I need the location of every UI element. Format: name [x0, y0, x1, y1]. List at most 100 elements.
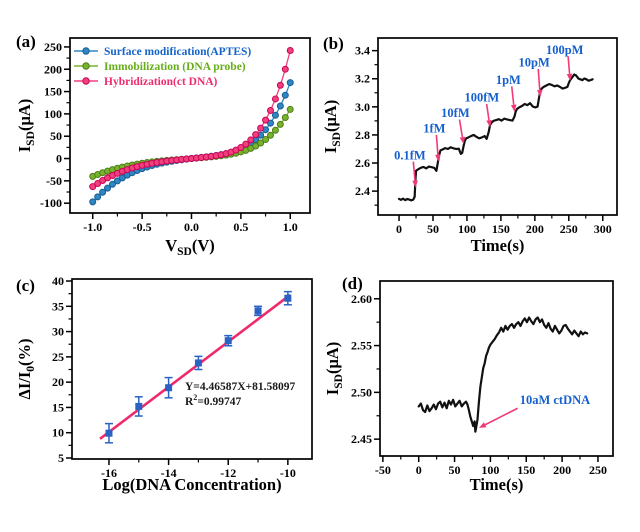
svg-text:2.8: 2.8: [355, 128, 370, 142]
panel-c: (c) -16 -14 -12 -10 Log(DNA Concentration) 5 1…: [0, 266, 320, 532]
svg-text:Log(DNA Concentration): Log(DNA Concentration): [102, 475, 281, 494]
svg-text:Time(s): Time(s): [471, 236, 525, 255]
svg-text:100pM: 100pM: [546, 43, 584, 57]
svg-text:0.0: 0.0: [184, 220, 199, 234]
svg-text:1pM: 1pM: [496, 73, 521, 87]
svg-text:35: 35: [52, 299, 64, 313]
svg-text:10: 10: [52, 426, 64, 440]
svg-text:ISD(μA): ISD(μA): [321, 100, 343, 153]
svg-text:2.55: 2.55: [351, 339, 372, 353]
svg-text:100: 100: [458, 222, 476, 236]
svg-text:2.45: 2.45: [351, 432, 372, 446]
svg-text:200: 200: [526, 222, 544, 236]
panel-b-letter: (b): [323, 34, 344, 53]
svg-text:250: 250: [44, 40, 62, 54]
svg-text:Surface modification(APTES): Surface modification(APTES): [104, 46, 251, 58]
svg-text:150: 150: [492, 222, 510, 236]
x-axis: 0 50 100 150 200 250 300 Time(s): [396, 215, 612, 255]
svg-text:50: 50: [449, 463, 461, 477]
svg-text:Time(s): Time(s): [470, 475, 524, 494]
svg-text:50: 50: [427, 222, 439, 236]
svg-text:-1.0: -1.0: [83, 220, 102, 234]
svg-text:100: 100: [44, 107, 62, 121]
plot-area-a: -1.0 -0.5 0.0 0.5 1.0 VSD(V) -100 -50 0 50 100 150 2…: [15, 37, 311, 258]
plot-area-b: 0 50 100 150 200 250 300 Time(s) 2.4 2.6 2.8 3.0 3.2…: [321, 37, 618, 255]
svg-text:10pM: 10pM: [519, 56, 550, 70]
panel-a-chart-iv-curves: -1.0 -0.5 0.0 0.5 1.0 VSD(V) -100 -50 0 50 100 150 2…: [15, 37, 311, 258]
y-axis: 5 10 15 20 25 30 35 40 ΔI/I0(%): [15, 274, 72, 465]
legend: Surface modification(APTES) Immobilizatio…: [74, 46, 251, 88]
svg-text:1.0: 1.0: [283, 220, 298, 234]
svg-text:200: 200: [553, 463, 571, 477]
panel-a-letter: (a): [16, 32, 36, 51]
svg-text:2.60: 2.60: [351, 292, 372, 306]
svg-text:ISD(μA): ISD(μA): [15, 99, 37, 152]
svg-text:VSD(V): VSD(V): [165, 236, 215, 258]
panel-b: (b) 0 50 100 150 200 250 300 Time(s) 2.4 2.6 2.8 3.…: [320, 0, 640, 266]
svg-text:Hybridization(ct DNA): Hybridization(ct DNA): [104, 76, 218, 88]
svg-text:-12: -12: [220, 466, 236, 480]
svg-text:2.50: 2.50: [351, 385, 372, 399]
svg-text:250: 250: [589, 463, 607, 477]
series-isd-stepwise-response: [397, 73, 594, 202]
panel-c-letter: (c): [16, 276, 35, 295]
svg-text:R2=0.99747: R2=0.99747: [185, 393, 242, 408]
svg-text:0: 0: [396, 222, 402, 236]
panel-d-letter: (d): [342, 274, 363, 293]
panel-a: (a) -1.0 -0.5 0.0 0.5 1.0 VSD(V) -100 -50 0 50 100…: [0, 0, 320, 266]
svg-text:0.5: 0.5: [233, 220, 248, 234]
svg-text:250: 250: [560, 222, 578, 236]
svg-text:3.4: 3.4: [355, 44, 370, 58]
svg-text:Immobilization (DNA probe): Immobilization (DNA probe): [104, 61, 246, 73]
svg-text:-0.5: -0.5: [133, 220, 152, 234]
svg-text:15: 15: [52, 400, 64, 414]
svg-text:-100: -100: [40, 196, 62, 210]
svg-text:10aM ctDNA: 10aM ctDNA: [520, 393, 590, 407]
svg-text:150: 150: [517, 463, 535, 477]
svg-text:Y=4.46587X+81.58097: Y=4.46587X+81.58097: [185, 381, 295, 393]
svg-text:0: 0: [56, 152, 62, 166]
svg-text:-50: -50: [375, 463, 391, 477]
svg-text:40: 40: [52, 274, 64, 288]
x-axis: -50 0 50 100 150 200 250 Time(s): [375, 456, 607, 494]
svg-text:-16: -16: [101, 466, 117, 480]
series-isd-response-to-10am-ctdna: [417, 316, 589, 433]
x-axis: -1.0 -0.5 0.0 0.5 1.0 VSD(V): [83, 213, 298, 258]
panel-b-chart-stepwise-response: 0 50 100 150 200 250 300 Time(s) 2.4 2.6 2.8 3.0 3.2…: [321, 37, 618, 255]
svg-text:25: 25: [52, 350, 64, 364]
series-hybridization-ct-dna-: [89, 47, 294, 191]
svg-text:ΔI/I0(%): ΔI/I0(%): [15, 338, 37, 399]
svg-text:3.2: 3.2: [355, 72, 370, 86]
svg-text:2.6: 2.6: [355, 156, 370, 170]
panel-d-chart-10am-response: -50 0 50 100 150 200 250 Time(s) 2.45 2.50 2.55 2.6…: [323, 280, 614, 494]
svg-text:-50: -50: [46, 174, 62, 188]
svg-text:50: 50: [50, 129, 62, 143]
svg-text:150: 150: [44, 85, 62, 99]
svg-text:2.4: 2.4: [355, 184, 370, 198]
svg-text:100: 100: [481, 463, 499, 477]
svg-text:3.0: 3.0: [355, 100, 370, 114]
svg-text:100fM: 100fM: [465, 91, 500, 105]
svg-text:20: 20: [52, 375, 64, 389]
svg-text:ISD(μA): ISD(μA): [323, 342, 345, 395]
y-axis: 2.45 2.50 2.55 2.60 ISD(μA): [323, 292, 380, 446]
series--i-i0-vs-concentration: [104, 290, 292, 444]
svg-text:300: 300: [594, 222, 612, 236]
y-axis: 2.4 2.6 2.8 3.0 3.2 3.4 ISD(μA): [321, 44, 378, 206]
series-linear-fit: [99, 293, 292, 440]
svg-text:200: 200: [44, 62, 62, 76]
plot-area-d: -50 0 50 100 150 200 250 Time(s) 2.45 2.50 2.55 2.6…: [323, 280, 614, 494]
svg-text:-14: -14: [161, 466, 177, 480]
svg-text:30: 30: [52, 325, 64, 339]
panel-d: (d) -50 0 50 100 150 200 250 Time(s) 2.45 2.50 2.5…: [320, 266, 640, 532]
svg-text:-10: -10: [280, 466, 296, 480]
svg-text:10fM: 10fM: [441, 106, 470, 120]
svg-text:0: 0: [416, 463, 422, 477]
y-axis: -100 -50 0 50 100 150 200 250 ISD(μA): [15, 40, 70, 210]
